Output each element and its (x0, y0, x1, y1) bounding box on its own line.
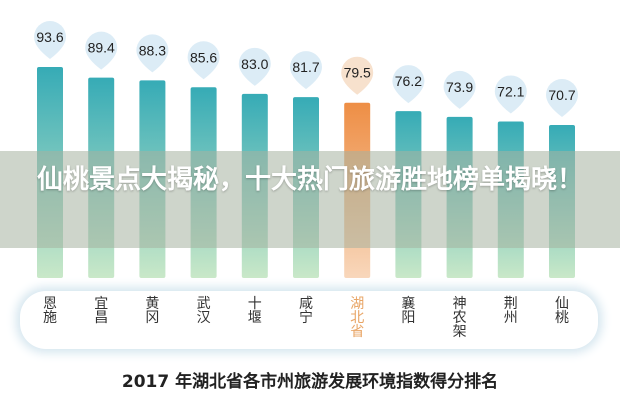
value-label: 88.3 (139, 42, 166, 58)
category-panel (20, 291, 598, 349)
value-bubble (34, 21, 66, 59)
value-label: 70.7 (548, 87, 575, 103)
value-bubble (85, 31, 118, 70)
value-label: 81.7 (292, 59, 319, 75)
category-label: 黄冈 (145, 296, 160, 326)
category-label: 襄阳 (401, 296, 416, 326)
value-label: 89.4 (88, 40, 115, 56)
value-label: 85.6 (190, 49, 217, 65)
value-label: 93.6 (36, 29, 63, 45)
value-bubble (341, 56, 374, 95)
value-label: 73.9 (446, 79, 473, 95)
value-bubble (238, 47, 271, 86)
value-label: 79.5 (344, 65, 371, 81)
value-bubble (136, 34, 169, 73)
value-bubble (546, 79, 578, 117)
value-bubble (392, 65, 425, 104)
category-label: 荆州 (503, 296, 518, 326)
value-bubble (290, 51, 322, 90)
value-bubble (494, 75, 527, 114)
category-label: 武汉 (196, 296, 211, 326)
value-label: 76.2 (395, 73, 422, 89)
value-label: 83.0 (241, 56, 268, 72)
headline-banner (0, 151, 620, 248)
category-label: 仙桃 (555, 296, 569, 326)
category-label: 神农架 (452, 296, 467, 340)
category-label: 咸宁 (299, 296, 313, 326)
headline-text: 仙桃景点大揭秘，十大热门旅游胜地榜单揭晓！ (36, 165, 583, 195)
value-bubble (187, 41, 220, 80)
category-label: 湖北省 (350, 296, 365, 340)
category-label: 十堰 (247, 296, 262, 326)
value-label: 72.1 (497, 83, 524, 99)
chart-title: 2017 年湖北省各市州旅游发展环境指数得分排名 (121, 372, 499, 392)
value-bubble (443, 70, 476, 109)
category-label: 宜昌 (94, 296, 109, 326)
category-label: 恩施 (43, 296, 57, 326)
